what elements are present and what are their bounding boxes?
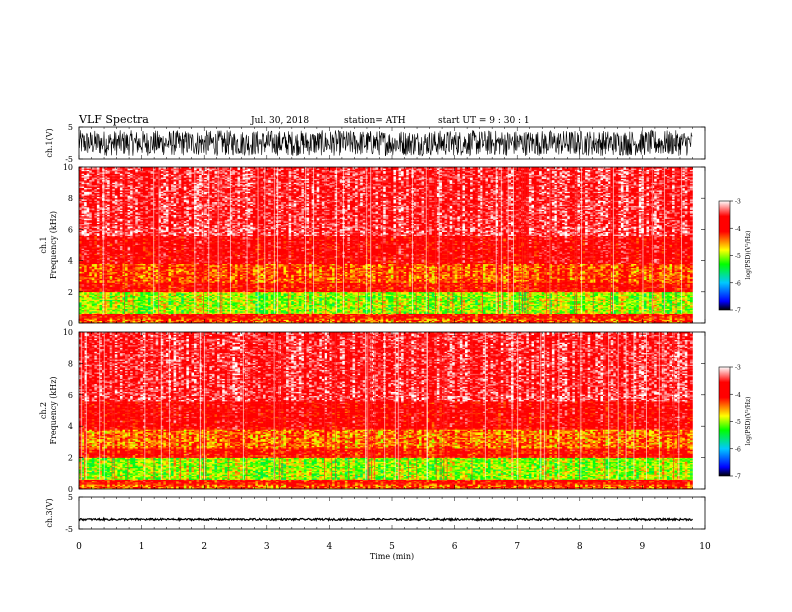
ch1-waveform-ylabel: ch.1(V) xyxy=(45,128,54,157)
ch1-waveform-panel: 5-5ch.1(V) xyxy=(45,123,705,164)
station-label: station= ATH xyxy=(344,116,406,126)
ch1-waveform-ytick-label: 5 xyxy=(68,123,73,132)
date-label: Jul. 30, 2018 xyxy=(250,116,309,126)
ch1-waveform-trace xyxy=(79,130,693,156)
ch1-spectrogram-cells xyxy=(79,167,693,323)
figure-title: VLF Spectra xyxy=(78,113,149,126)
start-time-label: start UT = 9 : 30 : 1 xyxy=(438,116,530,126)
